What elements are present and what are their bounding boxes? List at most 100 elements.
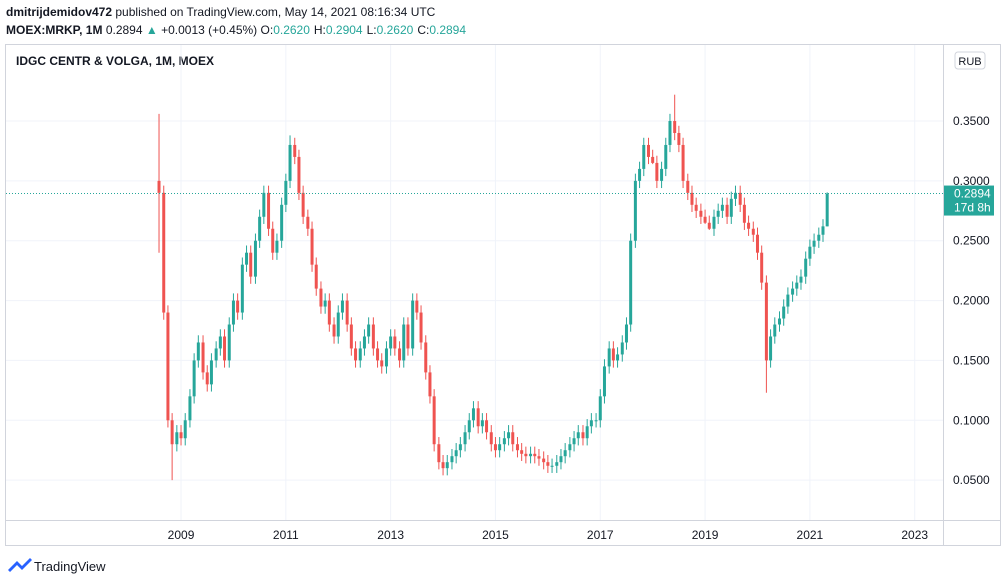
candle-body xyxy=(542,458,546,463)
candle-body xyxy=(611,348,615,361)
y-tick-label: 0.2000 xyxy=(953,294,990,308)
candle-body xyxy=(267,192,271,229)
logo xyxy=(8,558,32,572)
candle-body xyxy=(712,216,716,229)
candle-body xyxy=(380,360,384,367)
candle-body xyxy=(664,144,668,169)
publisher[interactable]: dmitrijdemidov472 xyxy=(6,5,113,19)
candle-body xyxy=(450,456,454,463)
candle-body xyxy=(629,240,633,325)
candle-body xyxy=(340,300,344,313)
candle-body xyxy=(262,192,266,217)
candle-body xyxy=(808,246,812,259)
candle-body xyxy=(249,252,253,277)
candle-body xyxy=(681,144,685,181)
currency-badge[interactable] xyxy=(954,51,986,70)
x-tick-label: 2011 xyxy=(273,528,299,542)
candle-body xyxy=(454,450,458,457)
candle-body xyxy=(332,324,336,337)
candle-body xyxy=(415,300,419,313)
candle-body xyxy=(651,156,655,163)
candle-body xyxy=(411,300,415,349)
candle-body xyxy=(825,193,829,227)
candle-body xyxy=(371,324,375,349)
y-tick-label: 0.1000 xyxy=(953,413,990,427)
candle-body xyxy=(598,396,602,421)
candle-body xyxy=(214,348,218,361)
candle-body xyxy=(699,210,703,217)
candle-body xyxy=(563,450,567,457)
candle-body xyxy=(376,348,380,361)
candle-body xyxy=(529,453,533,457)
candle-body xyxy=(424,342,428,373)
candle-body xyxy=(620,342,624,355)
ohlc-value: 0.2894 xyxy=(429,23,467,37)
candle-body xyxy=(367,324,371,337)
candle-body xyxy=(389,336,393,349)
candle-body xyxy=(677,132,681,145)
candle-body xyxy=(314,264,318,289)
candle-body xyxy=(633,180,637,241)
candle-body xyxy=(707,222,711,229)
candle-body xyxy=(594,420,598,422)
candle-body xyxy=(240,264,244,313)
candle-body xyxy=(760,252,764,283)
candle-body xyxy=(419,312,423,343)
candle-body xyxy=(227,324,231,361)
candle-body xyxy=(716,210,720,217)
candle-body xyxy=(764,282,768,361)
candle-body xyxy=(686,180,690,193)
candle-body xyxy=(812,240,816,247)
candle-body xyxy=(201,342,205,373)
candle-body xyxy=(258,216,262,241)
candle-body xyxy=(777,318,781,325)
candle-body xyxy=(236,300,240,313)
candle-body xyxy=(642,144,646,169)
x-tick-label: 2023 xyxy=(901,528,928,542)
candle-body xyxy=(471,408,475,421)
ohlc-label: H: xyxy=(313,23,326,37)
candle-body xyxy=(354,348,358,361)
candle-body xyxy=(568,444,572,451)
candle-body xyxy=(576,432,580,439)
footer-brand[interactable]: TradingView xyxy=(34,559,106,574)
candle-body xyxy=(170,420,174,445)
candle-body xyxy=(445,462,449,469)
candle-body xyxy=(795,282,799,289)
candle-body xyxy=(196,342,200,361)
candle-body xyxy=(747,222,751,229)
candle-body xyxy=(581,432,585,439)
last-price-badge xyxy=(944,185,994,216)
candle-body xyxy=(821,226,825,235)
candle-body xyxy=(493,444,497,451)
candle-body xyxy=(655,162,659,181)
candle-body xyxy=(310,228,314,265)
candle-body xyxy=(284,180,288,205)
candle-body xyxy=(463,432,467,445)
candle-body xyxy=(585,426,589,439)
candle-body xyxy=(209,360,213,385)
candle-body xyxy=(323,300,327,307)
y-tick-label: 0.1500 xyxy=(953,353,990,367)
candle-body xyxy=(572,438,576,445)
ohlc-label: L: xyxy=(366,23,377,37)
candle-body xyxy=(742,204,746,223)
candle-body xyxy=(428,372,432,397)
published: published on TradingView.com, May 14, 20… xyxy=(115,5,436,19)
publish-line: dmitrijdemidov472 published on TradingVi… xyxy=(6,5,435,19)
arrow: ▲ xyxy=(145,23,158,37)
candle-body xyxy=(660,168,664,181)
candle-body xyxy=(791,288,795,295)
candle-body xyxy=(432,396,436,445)
x-tick-label: 2015 xyxy=(482,528,509,542)
candle-body xyxy=(406,324,410,349)
candle-body xyxy=(559,456,563,463)
candle-body xyxy=(223,336,227,361)
candle-body xyxy=(804,258,808,277)
candle-body xyxy=(729,198,733,217)
candle-body xyxy=(271,228,275,253)
chart-title: IDGC CENTR & VOLGA, 1M, MOEX xyxy=(16,54,214,68)
candle-body xyxy=(441,462,445,469)
